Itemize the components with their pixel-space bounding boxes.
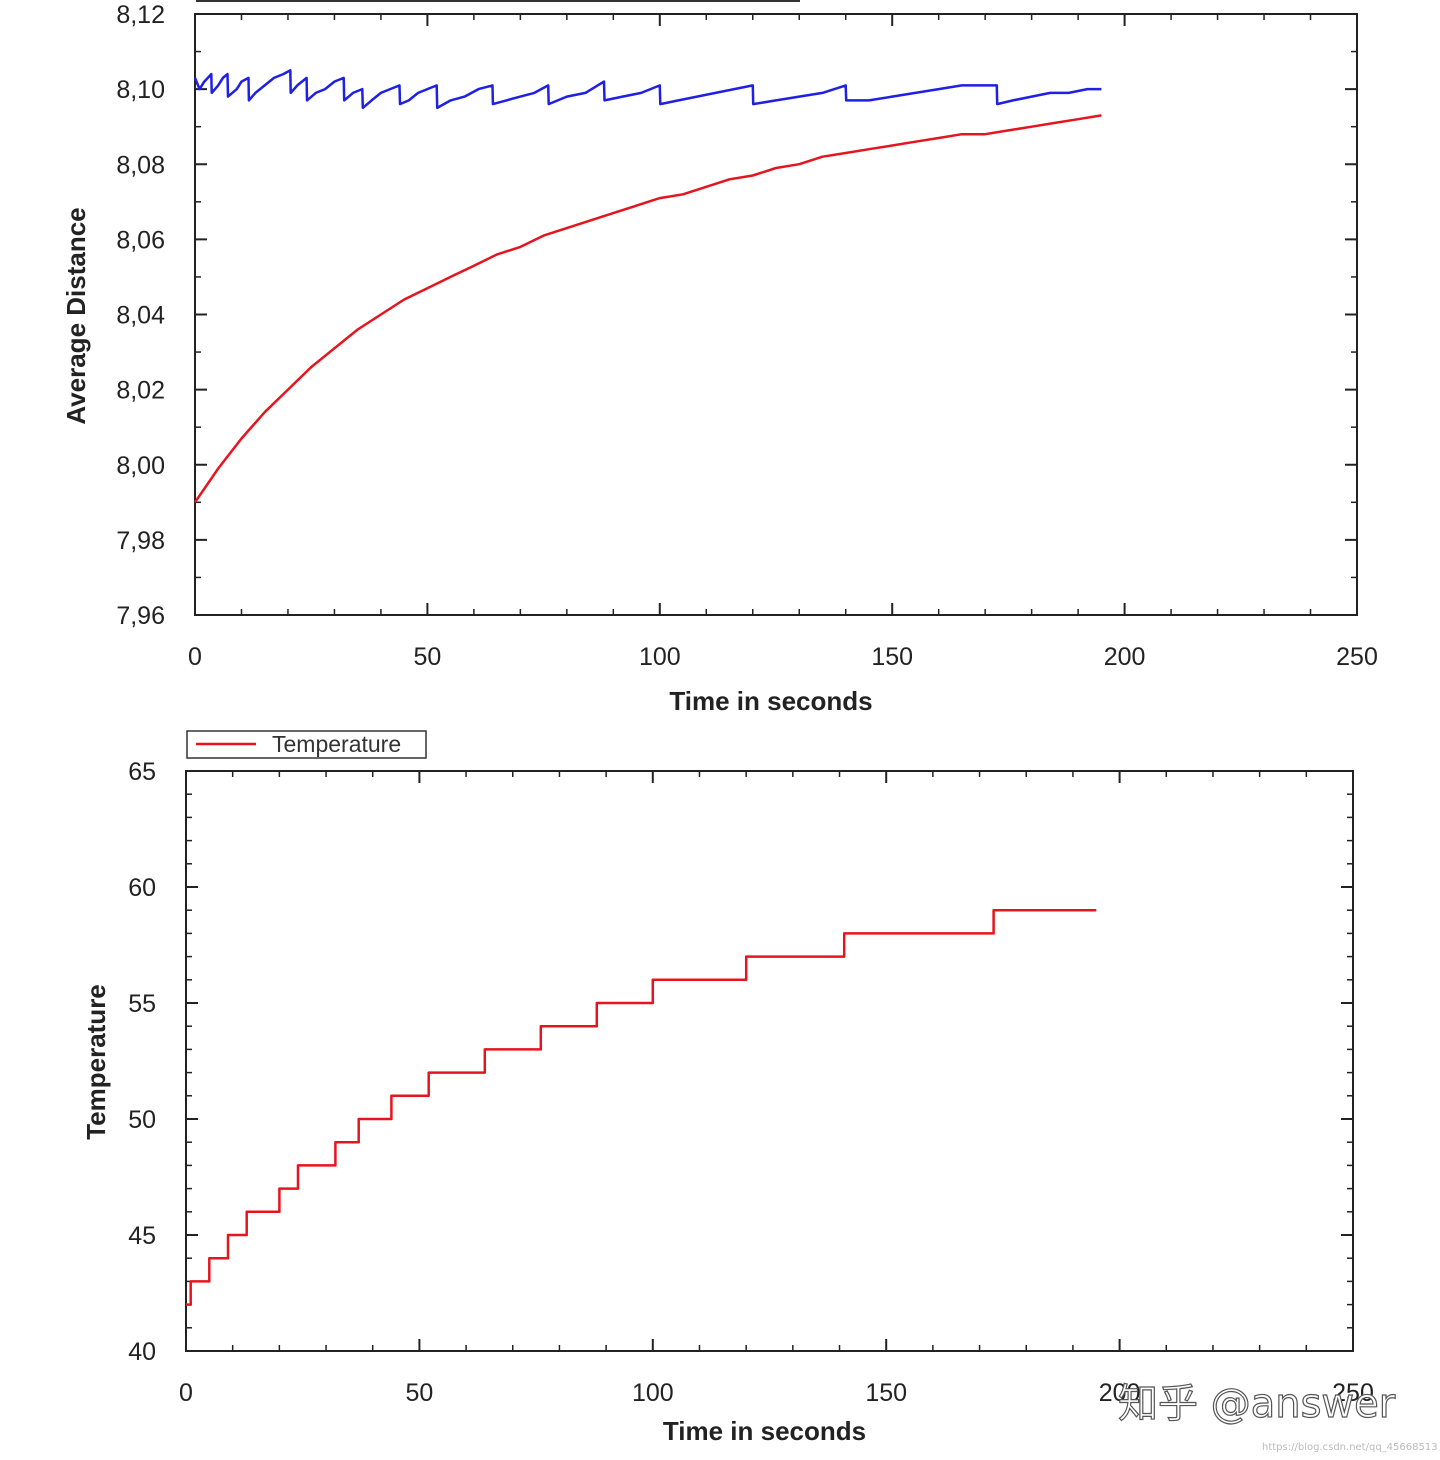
y-tick-label: 7,96: [116, 602, 165, 630]
x-tick-label: 200: [1104, 643, 1146, 671]
y-axis-title: Temperature: [81, 984, 111, 1140]
plot-frame: [194, 13, 1358, 616]
x-tick-label: 200: [1099, 1379, 1141, 1407]
plot-frame: [185, 770, 1354, 1352]
y-tick-label: 8,00: [116, 452, 165, 480]
y-tick-label: 8,04: [116, 302, 165, 330]
x-tick-label: 50: [405, 1379, 433, 1407]
average-distance-chart: 0 50 100 150 200 250 7,96 7,98 8,00 8,02 8,04 8,06 8…: [61, 0, 1378, 716]
x-tick-label: 250: [1332, 1379, 1374, 1407]
y-tick-label: 7,98: [116, 527, 165, 555]
legend: Temperature: [186, 730, 427, 759]
y-tick-label: 8,02: [116, 377, 165, 405]
legend-label-temperature: Temperature: [272, 731, 401, 757]
series-line-0: [186, 908, 1097, 1306]
x-axis-title: Time in seconds: [669, 686, 872, 716]
watermark: 知乎 @answer https://blog.csdn.net/qq_4566…: [1117, 1380, 1438, 1453]
y-tick-label: 65: [128, 758, 156, 786]
series-line-1: [193, 114, 1102, 504]
y-axis-title: Average Distance: [61, 207, 91, 424]
x-axis-title: Time in seconds: [663, 1416, 866, 1446]
x-tick-label: 100: [639, 643, 681, 671]
x-tick-label: 150: [865, 1379, 907, 1407]
x-tick-label: 0: [179, 1379, 193, 1407]
y-tick-label: 45: [128, 1222, 156, 1250]
x-tick-label: 50: [413, 643, 441, 671]
y-tick-label: 50: [128, 1106, 156, 1134]
y-tick-label: 8,06: [116, 226, 165, 254]
watermark-text: 知乎 @answer: [1118, 1381, 1396, 1427]
y-tick-label: 8,10: [116, 76, 165, 104]
y-tick-label: 8,08: [116, 151, 165, 179]
y-tick-label: 40: [128, 1338, 156, 1366]
y-tick-label: 55: [128, 990, 156, 1018]
watermark-url: https://blog.csdn.net/qq_45668513: [1262, 1442, 1438, 1453]
temperature-chart: 0 50 100 150 200 250 40 45 50 55 60 65 Time in secon…: [81, 758, 1374, 1446]
y-tick-label: 60: [128, 874, 156, 902]
x-tick-label: 150: [871, 643, 913, 671]
y-tick-label: 8,12: [116, 1, 165, 29]
x-tick-label: 250: [1336, 643, 1378, 671]
series-line-0: [193, 69, 1102, 110]
x-tick-label: 0: [188, 643, 202, 671]
x-tick-label: 100: [632, 1379, 674, 1407]
